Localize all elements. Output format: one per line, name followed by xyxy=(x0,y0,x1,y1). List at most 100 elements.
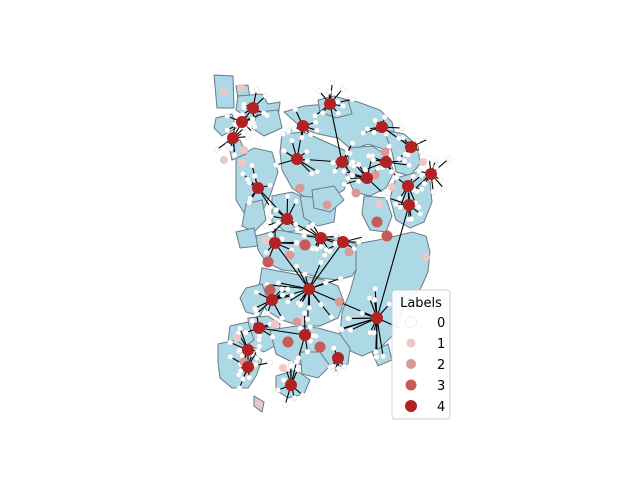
node-label-0 xyxy=(328,314,335,321)
node-label-0 xyxy=(340,103,346,109)
node-label-0 xyxy=(246,199,253,206)
node-label-4 xyxy=(371,312,383,324)
node-label-0 xyxy=(421,180,428,187)
node-label-0 xyxy=(301,232,307,239)
node-label-4 xyxy=(227,132,239,144)
region-polygon xyxy=(311,185,345,213)
region-polygon xyxy=(241,199,267,233)
node-label-0 xyxy=(359,310,365,317)
node-label-4 xyxy=(269,237,281,249)
node-label-2 xyxy=(292,317,302,327)
node-label-0 xyxy=(349,172,356,179)
network-edge xyxy=(341,317,378,330)
node-label-0 xyxy=(249,318,256,324)
node-label-0 xyxy=(414,137,421,144)
node-label-4 xyxy=(403,199,415,211)
node-label-1 xyxy=(261,236,269,244)
node-label-0 xyxy=(392,201,399,207)
legend-title: Labels xyxy=(400,296,442,311)
node-label-0 xyxy=(375,165,381,172)
node-label-4 xyxy=(332,352,344,364)
node-label-1 xyxy=(419,158,427,166)
node-label-0 xyxy=(292,221,299,228)
node-label-0 xyxy=(322,279,329,286)
legend-marker-0 xyxy=(405,316,417,328)
node-label-0 xyxy=(415,204,422,210)
node-label-1 xyxy=(220,88,228,96)
node-label-0 xyxy=(275,219,282,226)
node-label-1 xyxy=(255,400,263,408)
node-label-0 xyxy=(365,152,372,159)
node-label-0 xyxy=(418,148,424,155)
node-label-4 xyxy=(252,182,264,194)
node-label-0 xyxy=(279,315,285,322)
node-label-0 xyxy=(399,125,405,131)
node-label-0 xyxy=(253,87,260,93)
node-label-0 xyxy=(294,226,300,232)
node-label-0 xyxy=(309,221,316,228)
node-label-0 xyxy=(260,110,267,116)
node-label-0 xyxy=(273,162,279,168)
node-label-0 xyxy=(275,279,282,286)
node-label-0 xyxy=(349,96,356,103)
node-label-0 xyxy=(245,133,251,140)
node-label-4 xyxy=(324,98,336,110)
node-label-0 xyxy=(280,148,287,154)
node-label-4 xyxy=(236,116,248,128)
node-label-1 xyxy=(422,253,430,261)
node-label-0 xyxy=(279,235,285,242)
node-label-0 xyxy=(251,173,258,179)
node-label-0 xyxy=(249,116,256,122)
node-label-0 xyxy=(306,305,313,311)
node-label-0 xyxy=(335,110,342,116)
node-label-0 xyxy=(224,127,231,133)
network-edge xyxy=(329,103,343,163)
node-label-0 xyxy=(267,204,274,210)
legend-label-2: 2 xyxy=(437,358,445,373)
node-label-0 xyxy=(237,325,243,332)
node-label-1 xyxy=(238,159,246,167)
node-label-0 xyxy=(344,149,351,156)
node-label-0 xyxy=(330,345,337,351)
node-label-4 xyxy=(291,153,303,165)
network-edge xyxy=(257,187,288,220)
network-edge xyxy=(376,317,384,357)
node-label-0 xyxy=(227,354,234,360)
node-label-4 xyxy=(361,172,373,184)
node-label-0 xyxy=(360,130,366,136)
node-label-0 xyxy=(285,299,291,305)
node-label-0 xyxy=(318,243,325,250)
node-label-0 xyxy=(370,156,377,163)
node-label-0 xyxy=(393,174,400,181)
node-label-1 xyxy=(220,156,228,164)
node-label-0 xyxy=(285,127,292,134)
node-label-0 xyxy=(308,170,315,177)
node-label-0 xyxy=(397,204,404,210)
legend-entry-4: 4 xyxy=(405,400,445,415)
node-label-0 xyxy=(239,376,246,382)
node-label-0 xyxy=(405,152,412,158)
node-label-0 xyxy=(386,143,393,150)
node-label-0 xyxy=(279,292,286,298)
node-label-0 xyxy=(372,285,378,292)
node-label-3 xyxy=(282,336,294,348)
legend-label-4: 4 xyxy=(437,400,445,415)
node-label-0 xyxy=(267,182,273,189)
node-label-0 xyxy=(256,343,263,349)
node-label-3 xyxy=(371,216,383,228)
node-label-4 xyxy=(425,168,437,180)
node-label-0 xyxy=(329,79,336,86)
node-label-0 xyxy=(299,392,306,399)
node-label-0 xyxy=(380,353,386,360)
node-label-0 xyxy=(361,233,368,240)
node-label-4 xyxy=(297,120,309,132)
node-label-0 xyxy=(294,366,301,373)
network-nodes xyxy=(213,79,452,408)
node-label-0 xyxy=(235,371,242,378)
node-label-0 xyxy=(287,363,294,369)
node-label-0 xyxy=(236,347,243,354)
node-label-0 xyxy=(307,131,314,138)
node-label-0 xyxy=(297,302,304,308)
legend-label-3: 3 xyxy=(437,379,445,394)
region-polygon xyxy=(235,147,279,217)
